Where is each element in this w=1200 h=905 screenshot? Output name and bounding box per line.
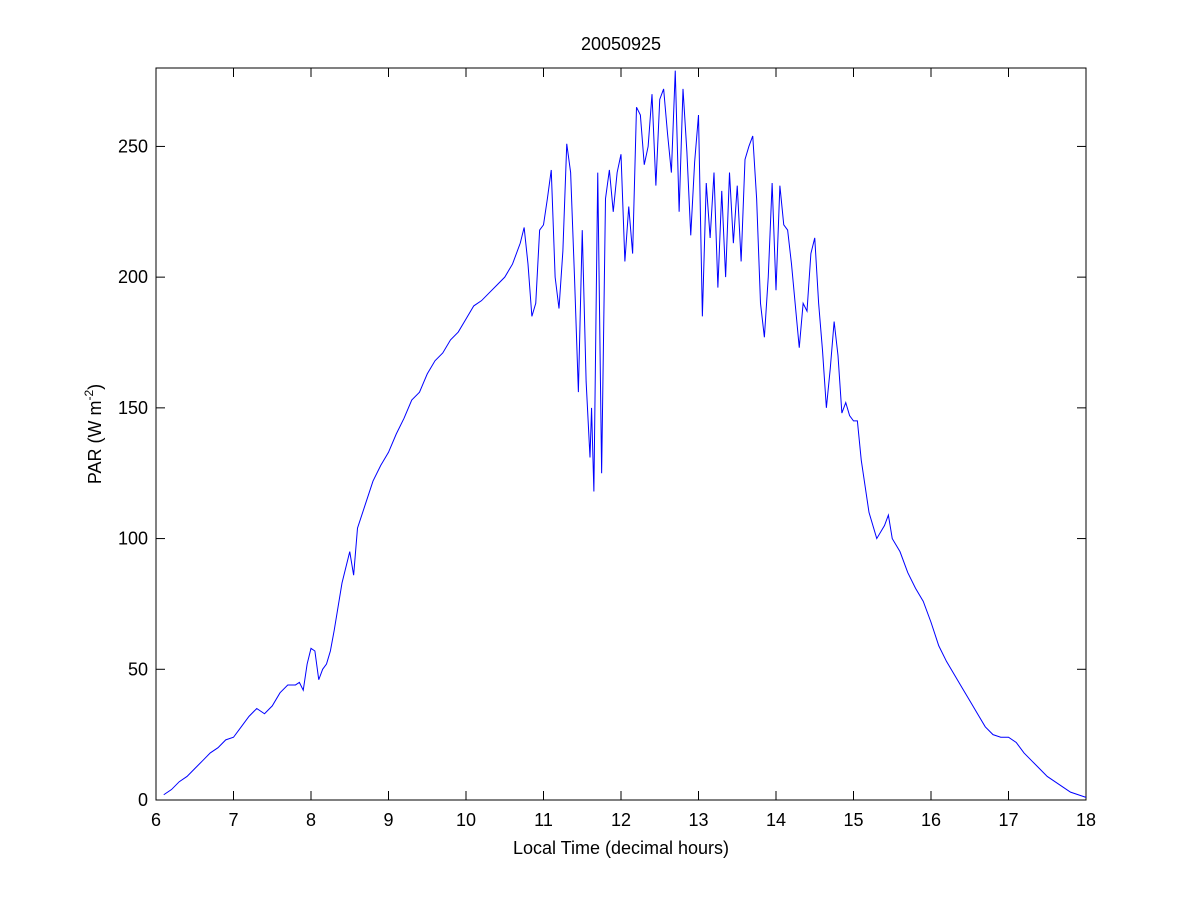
x-tick-label: 15 [843, 810, 863, 830]
x-tick-label: 7 [228, 810, 238, 830]
y-tick-label: 50 [128, 659, 148, 679]
y-tick-label: 200 [118, 267, 148, 287]
y-tick-label: 100 [118, 529, 148, 549]
y-tick-label: 150 [118, 398, 148, 418]
plot-area [155, 67, 1087, 801]
y-tick-label: 0 [138, 790, 148, 810]
x-tick-label: 14 [766, 810, 786, 830]
x-tick-label: 12 [611, 810, 631, 830]
y-label-sup: -2 [82, 390, 96, 401]
x-axis-label: Local Time (decimal hours) [513, 838, 729, 858]
y-label-end: ) [85, 384, 105, 390]
y-label-main: PAR (W m [85, 401, 105, 485]
chart-title: 20050925 [581, 34, 661, 54]
y-axis-label: PAR (W m-2) [82, 384, 105, 484]
x-tick-label: 18 [1076, 810, 1096, 830]
x-tick-label: 8 [306, 810, 316, 830]
x-tick-label: 6 [151, 810, 161, 830]
x-tick-label: 16 [921, 810, 941, 830]
x-tick-label: 10 [456, 810, 476, 830]
x-tick-label: 13 [688, 810, 708, 830]
data-line [163, 70, 1087, 798]
x-tick-label: 9 [383, 810, 393, 830]
x-tick-label: 11 [534, 810, 553, 830]
x-tick-label: 17 [998, 810, 1018, 830]
y-tick-label: 250 [118, 136, 148, 156]
